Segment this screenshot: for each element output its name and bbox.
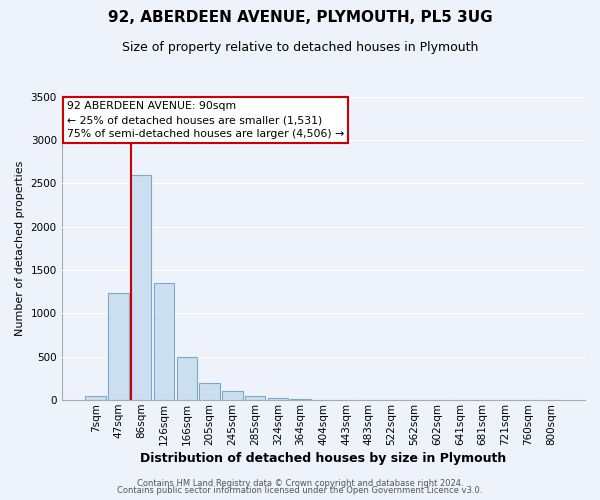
Bar xyxy=(290,399,311,400)
Bar xyxy=(222,390,242,400)
Text: Size of property relative to detached houses in Plymouth: Size of property relative to detached ho… xyxy=(122,41,478,54)
Y-axis label: Number of detached properties: Number of detached properties xyxy=(15,160,25,336)
Bar xyxy=(131,174,151,400)
Text: Contains public sector information licensed under the Open Government Licence v3: Contains public sector information licen… xyxy=(118,486,482,495)
Bar xyxy=(154,283,174,400)
Text: 92, ABERDEEN AVENUE, PLYMOUTH, PL5 3UG: 92, ABERDEEN AVENUE, PLYMOUTH, PL5 3UG xyxy=(107,10,493,25)
Bar xyxy=(85,396,106,400)
X-axis label: Distribution of detached houses by size in Plymouth: Distribution of detached houses by size … xyxy=(140,452,506,465)
Bar xyxy=(199,383,220,400)
Bar xyxy=(176,357,197,400)
Text: 92 ABERDEEN AVENUE: 90sqm
← 25% of detached houses are smaller (1,531)
75% of se: 92 ABERDEEN AVENUE: 90sqm ← 25% of detac… xyxy=(67,101,344,139)
Text: Contains HM Land Registry data © Crown copyright and database right 2024.: Contains HM Land Registry data © Crown c… xyxy=(137,478,463,488)
Bar xyxy=(268,398,288,400)
Bar xyxy=(245,396,265,400)
Bar xyxy=(108,294,129,400)
